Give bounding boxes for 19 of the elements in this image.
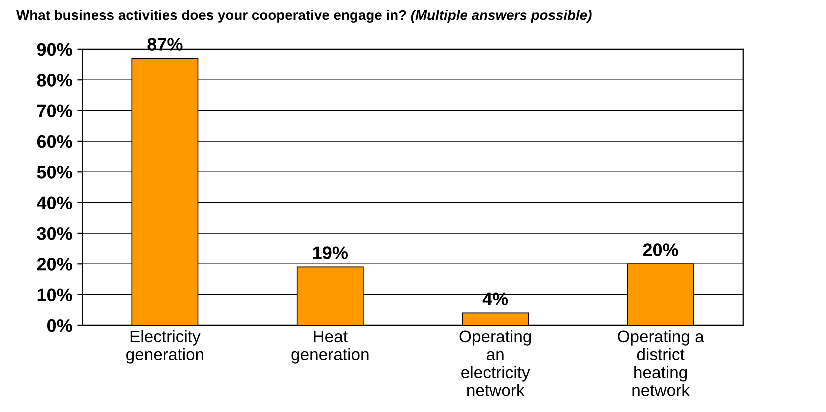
x-tick-label: Operating a district heating network [618, 330, 704, 396]
y-tick-label: 10% [38, 288, 72, 302]
y-tick-label: 30% [37, 227, 72, 240]
data-label: 4% [482, 292, 508, 306]
y-tick-label: 90% [37, 43, 72, 56]
x-tick-label: Operating an electricity network [460, 330, 532, 396]
y-tick-label: 70% [38, 104, 72, 118]
chart-subtitle: (Multiple answers possible) [411, 10, 592, 23]
y-tick-label: 20% [37, 258, 72, 271]
y-tick-label: 60% [37, 135, 72, 148]
x-tick-label: Heat generation [292, 330, 369, 364]
data-label: 20% [643, 244, 678, 256]
y-tick-label: 40% [37, 196, 72, 210]
y-tick-label: 0% [47, 319, 72, 332]
data-label: 19% [313, 246, 348, 260]
y-tick-label: 50% [37, 166, 72, 179]
x-tick-label: Electricity generation [126, 330, 204, 364]
chart-title: What business activities does your cooperative engage in? [16, 10, 406, 23]
y-tick-label: 80% [37, 74, 72, 87]
